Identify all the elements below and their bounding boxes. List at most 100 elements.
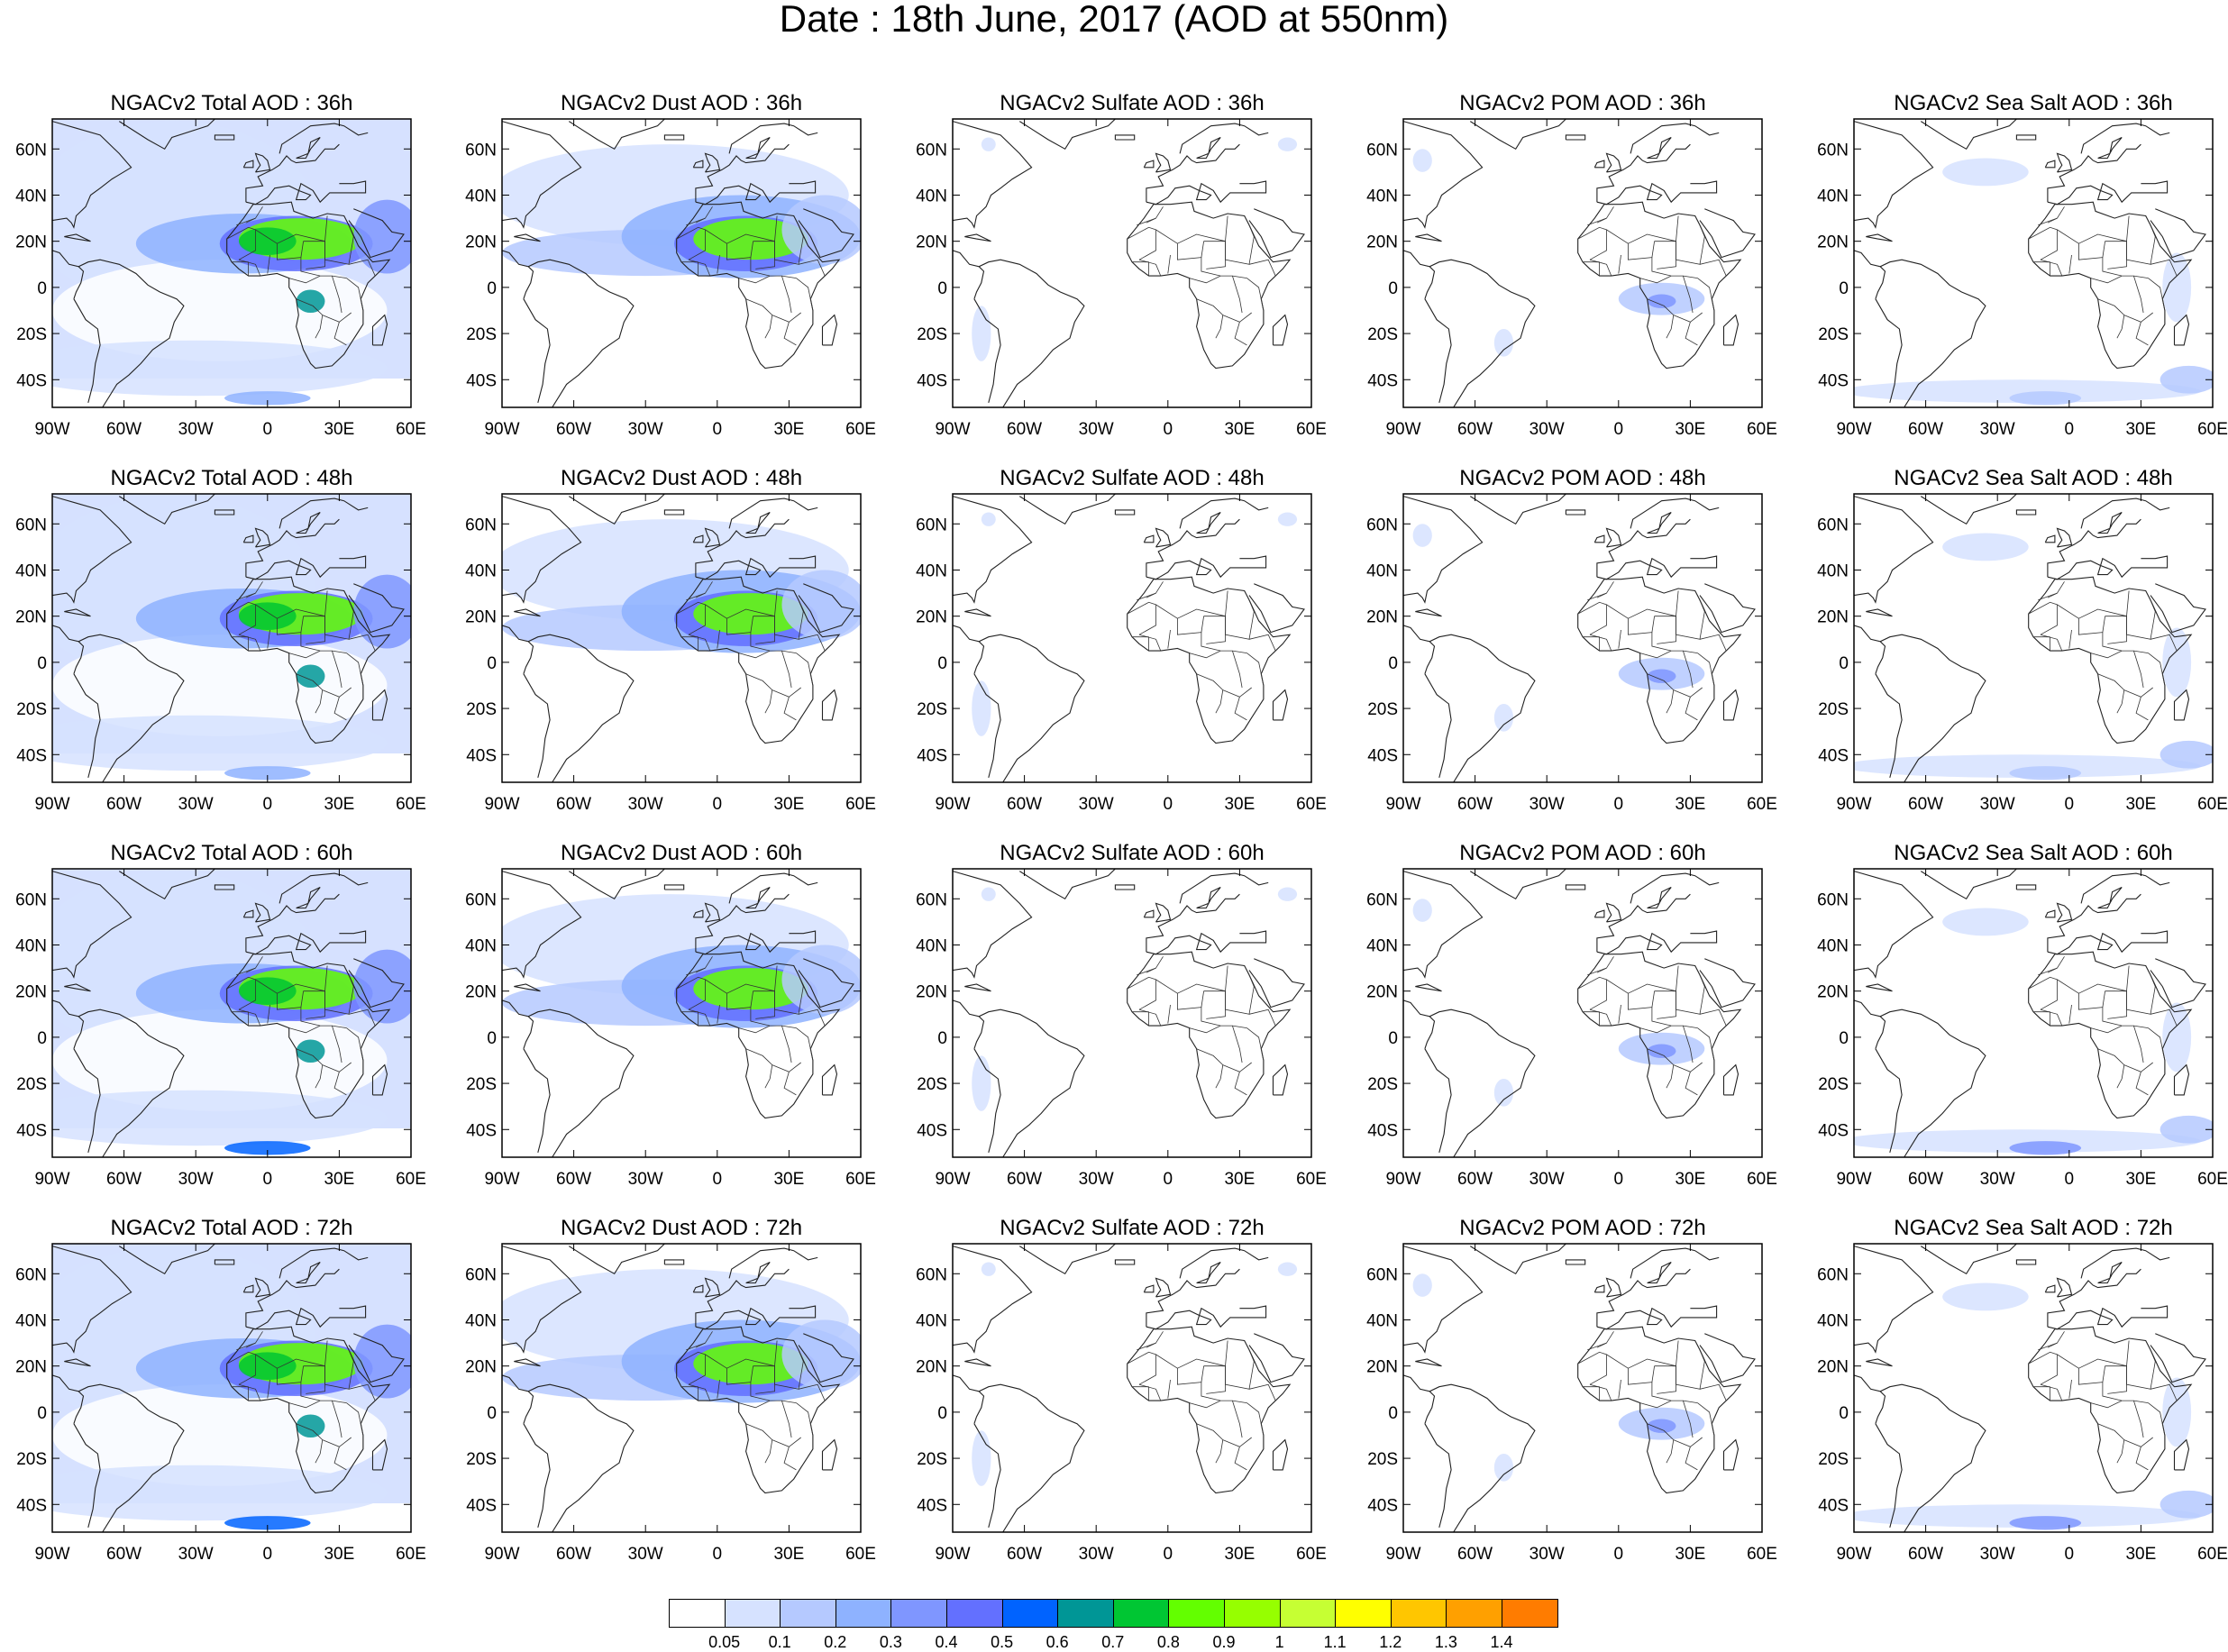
lat-tick-label: 20N xyxy=(1366,233,1398,252)
lon-tick-label: 90W xyxy=(935,1170,970,1189)
panel-title: NGACv2 Sulfate AOD : 72h xyxy=(1000,1216,1264,1240)
lon-tick-label: 60E xyxy=(1296,420,1327,439)
lat-tick-label: 40N xyxy=(1817,936,1849,955)
lon-tick-label: 90W xyxy=(484,420,519,439)
panel-title: NGACv2 Sea Salt AOD : 48h xyxy=(1894,466,2172,490)
lat-tick-label: 60N xyxy=(1817,516,1849,534)
panel-title: NGACv2 POM AOD : 72h xyxy=(1459,1216,1705,1240)
lon-tick-label: 90W xyxy=(1385,795,1420,814)
lon-tick-label: 0 xyxy=(713,1170,723,1189)
lat-tick-label: 20S xyxy=(1367,700,1398,719)
lat-tick-label: 0 xyxy=(1839,1404,1849,1423)
lat-tick-label: 0 xyxy=(487,1029,497,1048)
lat-tick-label: 40S xyxy=(16,371,47,390)
lon-tick-label: 30E xyxy=(1675,1545,1705,1564)
lon-tick-label: 60E xyxy=(1747,1170,1777,1189)
lat-tick-label: 40S xyxy=(1818,1121,1849,1140)
lon-tick-label: 30W xyxy=(1529,1170,1565,1189)
lat-tick-label: 0 xyxy=(487,279,497,298)
lon-tick-label: 60E xyxy=(2197,795,2228,814)
lon-tick-label: 30W xyxy=(1079,420,1114,439)
lat-tick-label: 20N xyxy=(465,233,497,252)
lat-tick-label: 20N xyxy=(15,1358,47,1377)
lat-tick-label: 40S xyxy=(466,1496,497,1515)
lat-tick-label: 40N xyxy=(1366,1311,1398,1330)
lat-tick-label: 60N xyxy=(916,141,947,160)
lon-tick-label: 60W xyxy=(1908,1545,1943,1564)
map-frame xyxy=(501,868,862,1158)
colorbar-label: 0.5 xyxy=(991,1633,1014,1651)
lon-tick-label: 30W xyxy=(1980,1170,2015,1189)
lon-tick-label: 60E xyxy=(396,1170,426,1189)
colorbar-swatch xyxy=(890,1599,947,1628)
lon-tick-label: 90W xyxy=(34,1545,69,1564)
colorbar-swatch xyxy=(1390,1599,1447,1628)
panel-title: NGACv2 POM AOD : 60h xyxy=(1459,841,1705,865)
lat-tick-label: 20N xyxy=(1366,608,1398,627)
lon-tick-label: 30W xyxy=(1079,795,1114,814)
lon-tick-label: 0 xyxy=(1614,1545,1624,1564)
lon-tick-label: 30W xyxy=(178,795,214,814)
lon-tick-label: 0 xyxy=(1164,420,1173,439)
map-panel: NGACv2 Sea Salt AOD : 48h 60N 40N 20N 0 20S 40… xyxy=(1817,466,2228,814)
lon-tick-label: 60E xyxy=(1296,795,1327,814)
colorbar-swatch xyxy=(1168,1599,1225,1628)
lon-tick-label: 60E xyxy=(1747,420,1777,439)
aod-shading xyxy=(1854,533,2213,780)
lon-tick-label: 30W xyxy=(628,1545,663,1564)
map-panel: NGACv2 Total AOD : 60h 60N 40N 20N 0 20S 40S 90… xyxy=(15,841,426,1189)
lat-tick-label: 40N xyxy=(465,561,497,580)
map-panel: NGACv2 Sulfate AOD : 60h 60N 40N 20N 0 20S 40S… xyxy=(916,841,1327,1189)
aod-shading xyxy=(1412,524,1705,732)
colorbar-label: 0.4 xyxy=(935,1633,958,1651)
map-frame xyxy=(1853,868,2214,1158)
lon-tick-label: 60W xyxy=(1007,1170,1042,1189)
map-panel: NGACv2 Sea Salt AOD : 36h 60N 40N 20N 0 20S 40… xyxy=(1817,91,2228,439)
lat-tick-label: 40N xyxy=(1817,1311,1849,1330)
colorbar-label: 0.1 xyxy=(768,1633,791,1651)
lon-tick-label: 30W xyxy=(178,420,214,439)
lon-tick-label: 0 xyxy=(713,1545,723,1564)
lon-tick-label: 90W xyxy=(1836,1170,1871,1189)
colorbar-label: 0.3 xyxy=(879,1633,902,1651)
lon-tick-label: 30E xyxy=(1675,795,1705,814)
lat-tick-label: 40N xyxy=(1817,187,1849,205)
coastlines xyxy=(1403,869,1756,1157)
lat-tick-label: 20S xyxy=(917,1450,947,1469)
lat-tick-label: 20N xyxy=(1817,983,1849,1002)
lat-tick-label: 40N xyxy=(15,936,47,955)
map-panel: NGACv2 POM AOD : 60h 60N 40N 20N 0 20S 40S 90W 6… xyxy=(1366,841,1777,1189)
lon-tick-label: 30E xyxy=(324,1545,354,1564)
coastlines xyxy=(52,119,405,407)
lat-tick-label: 0 xyxy=(937,1029,947,1048)
map-frame xyxy=(501,493,862,783)
panel-title: NGACv2 Dust AOD : 72h xyxy=(561,1216,802,1240)
lat-tick-label: 60N xyxy=(15,890,47,909)
lon-tick-label: 90W xyxy=(1836,420,1871,439)
lon-tick-label: 30W xyxy=(1980,795,2015,814)
lon-tick-label: 0 xyxy=(2065,1545,2075,1564)
lon-tick-label: 0 xyxy=(263,1545,273,1564)
coastlines xyxy=(953,1244,1305,1532)
lat-tick-label: 20S xyxy=(1367,1450,1398,1469)
map-frame xyxy=(51,1243,412,1533)
map-panel: NGACv2 Total AOD : 36h 60N 40N 20N 0 20S 40S 90… xyxy=(15,91,426,439)
aod-shading xyxy=(1854,908,2213,1155)
panel-title: NGACv2 Total AOD : 72h xyxy=(110,1216,352,1240)
aod-shading xyxy=(972,1262,1298,1486)
lon-tick-label: 30W xyxy=(1529,420,1565,439)
colorbar-swatch xyxy=(946,1599,1003,1628)
lat-tick-label: 20S xyxy=(1818,700,1849,719)
lon-tick-label: 60E xyxy=(2197,1170,2228,1189)
lat-tick-label: 40N xyxy=(15,561,47,580)
lat-tick-label: 20N xyxy=(465,608,497,627)
colorbar-swatch xyxy=(1001,1599,1059,1628)
coastlines xyxy=(953,494,1305,782)
lon-tick-label: 30E xyxy=(773,1545,804,1564)
map-frame xyxy=(1402,493,1763,783)
lon-tick-label: 60W xyxy=(1457,1545,1493,1564)
lat-tick-label: 0 xyxy=(1839,279,1849,298)
lat-tick-label: 0 xyxy=(37,654,47,673)
panel-title: NGACv2 Sea Salt AOD : 60h xyxy=(1894,841,2172,865)
lat-tick-label: 20S xyxy=(917,700,947,719)
